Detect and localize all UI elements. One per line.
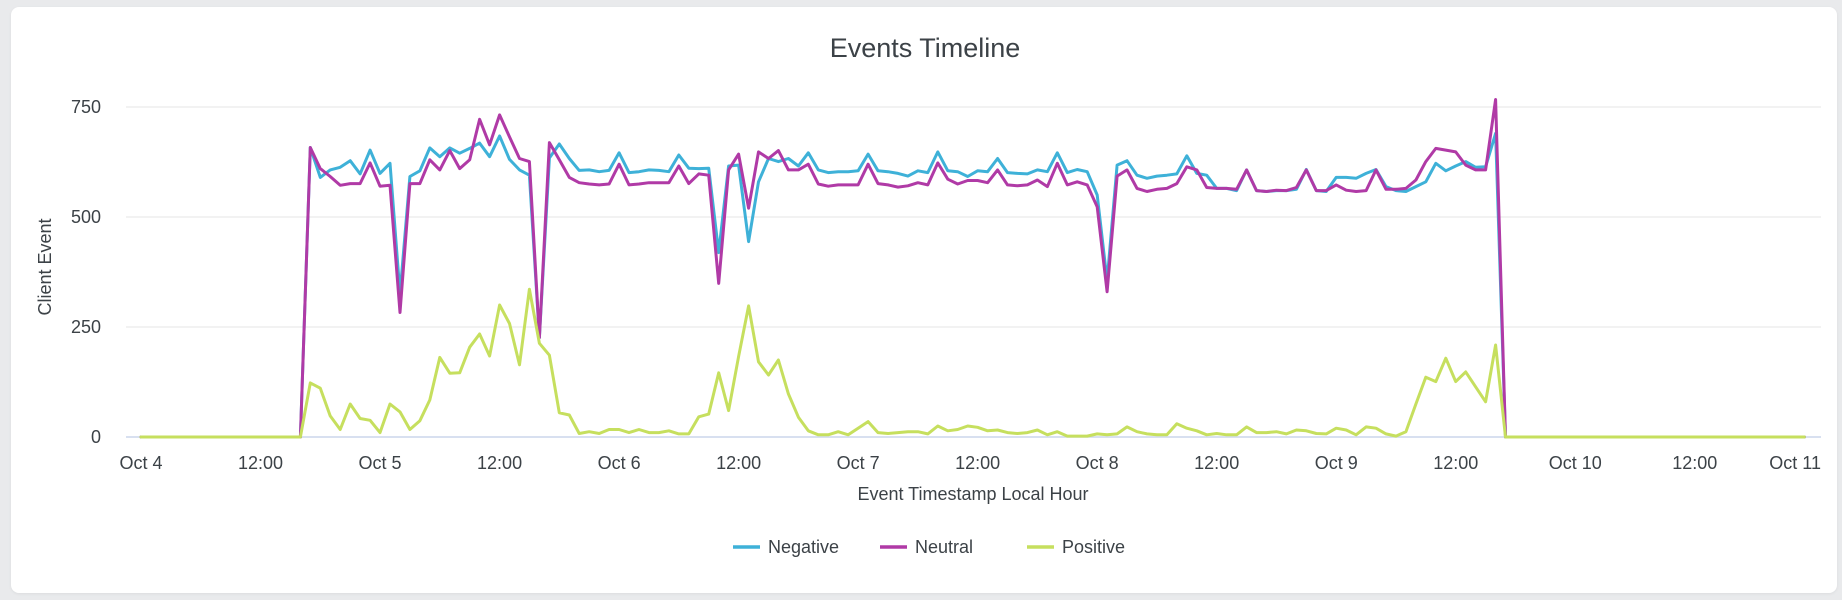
x-tick-label: 12:00 xyxy=(1672,453,1717,473)
legend-label: Neutral xyxy=(915,537,973,557)
x-tick-label: 12:00 xyxy=(1194,453,1239,473)
x-axis-ticks: Oct 4 12:00 Oct 5 12:00 Oct 6 12:00 Oct 7 12:00… xyxy=(119,453,1821,473)
legend: Negative Neutral Positive xyxy=(733,537,1125,557)
legend-item-negative[interactable]: Negative xyxy=(733,537,839,557)
legend-label: Negative xyxy=(768,537,839,557)
y-tick-label: 750 xyxy=(71,97,101,117)
x-tick-label: Oct 5 xyxy=(359,453,402,473)
series-line-positive[interactable] xyxy=(139,287,1806,439)
y-tick-label: 500 xyxy=(71,207,101,227)
legend-item-neutral[interactable]: Neutral xyxy=(880,537,973,557)
x-tick-label: Oct 10 xyxy=(1549,453,1602,473)
x-tick-label: Oct 8 xyxy=(1076,453,1119,473)
y-tick-label: 0 xyxy=(91,427,101,447)
series-line-neutral[interactable] xyxy=(139,98,1806,439)
series-lines[interactable] xyxy=(139,98,1806,439)
y-tick-label: 250 xyxy=(71,317,101,337)
x-tick-label: Oct 7 xyxy=(837,453,880,473)
y-axis-title: Client Event xyxy=(35,218,55,315)
x-tick-label: 12:00 xyxy=(716,453,761,473)
x-axis-title: Event Timestamp Local Hour xyxy=(857,484,1088,504)
legend-label: Positive xyxy=(1062,537,1125,557)
x-tick-label: Oct 6 xyxy=(598,453,641,473)
chart-card xyxy=(11,7,1837,593)
chart-title: Events Timeline xyxy=(830,33,1021,63)
x-tick-label: 12:00 xyxy=(477,453,522,473)
x-tick-label: Oct 9 xyxy=(1315,453,1358,473)
x-tick-label: Oct 4 xyxy=(119,453,162,473)
legend-item-positive[interactable]: Positive xyxy=(1027,537,1125,557)
x-tick-label: 12:00 xyxy=(955,453,1000,473)
x-tick-label: 12:00 xyxy=(238,453,283,473)
gridlines xyxy=(126,106,1821,328)
series-line-negative[interactable] xyxy=(139,131,1806,439)
x-tick-label: 12:00 xyxy=(1433,453,1478,473)
y-axis-ticks: 0 250 500 750 xyxy=(71,97,101,447)
x-tick-label: Oct 11 xyxy=(1769,453,1821,473)
